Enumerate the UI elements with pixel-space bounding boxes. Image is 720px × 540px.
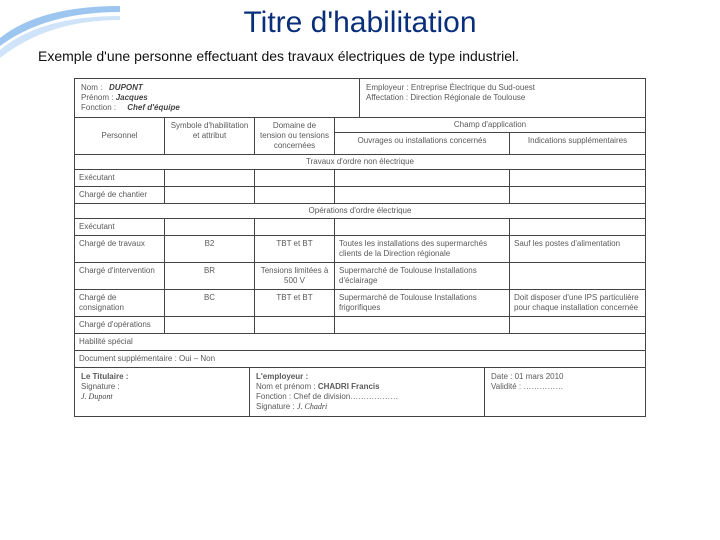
date-label: Date : xyxy=(491,372,512,381)
row-e-charge-intervention: Chargé d'intervention BR Tensions limité… xyxy=(75,263,645,290)
validite-value: …………… xyxy=(523,382,563,391)
document-supplementaire-label: Document supplémentaire : Oui – Non xyxy=(75,351,645,367)
header-symbole: Symbole d'habilitation et attribut xyxy=(165,118,255,154)
cell-symbole xyxy=(165,317,255,333)
row-e-charge-travaux: Chargé de travaux B2 TBT et BT Toutes le… xyxy=(75,236,645,263)
fonction-value: Chef d'équipe xyxy=(127,103,180,112)
nom-prenom-label: Nom et prénom : xyxy=(256,382,316,391)
cell-ouvrages: Toutes les installations des supermarché… xyxy=(335,236,510,262)
affectation-value: Direction Régionale de Toulouse xyxy=(410,93,525,102)
signature-label: Signature : xyxy=(81,382,243,392)
header-champ: Champ d'application xyxy=(335,118,645,133)
nom-label: Nom : xyxy=(81,83,102,92)
employeur-value: Entreprise Électrique du Sud-ouest xyxy=(411,83,535,92)
cell-indications xyxy=(510,187,645,203)
cell-tension: TBT et BT xyxy=(255,236,335,262)
signature-titulaire: Le Titulaire : Signature : J. Dupont xyxy=(75,368,250,416)
cell-tension xyxy=(255,317,335,333)
cell-symbole xyxy=(165,187,255,203)
cell-tension: TBT et BT xyxy=(255,290,335,316)
cell-tension xyxy=(255,219,335,235)
sig-fonction-label: Fonction : xyxy=(256,392,291,401)
cell-label: Exécutant xyxy=(75,170,165,186)
header-tension: Domaine de tension ou tensions concernée… xyxy=(255,118,335,154)
nom-prenom-value: CHADRI Francis xyxy=(318,382,380,391)
identity-left: Nom : DUPONT Prénom : Jacques Fonction :… xyxy=(75,79,360,117)
sig-fonction-value: Chef de division……………… xyxy=(293,392,398,401)
cell-indications: Doit disposer d'une IPS particulière pou… xyxy=(510,290,645,316)
header-row: Personnel Symbole d'habilitation et attr… xyxy=(75,118,645,155)
employeur-head: L'employeur : xyxy=(256,372,308,381)
cell-indications xyxy=(510,170,645,186)
nom-value: DUPONT xyxy=(109,83,143,92)
row-habilite-special: Habilité spécial xyxy=(75,334,645,351)
habilitation-table: Nom : DUPONT Prénom : Jacques Fonction :… xyxy=(74,78,646,417)
row-ne-executant: Exécutant xyxy=(75,170,645,187)
row-document-supplementaire: Document supplémentaire : Oui – Non xyxy=(75,351,645,368)
signature-label: Signature : xyxy=(256,402,295,411)
affectation-label: Affectation : xyxy=(366,93,408,102)
signature-employeur: L'employeur : Nom et prénom : CHADRI Fra… xyxy=(250,368,485,416)
cell-tension xyxy=(255,170,335,186)
cell-indications: Sauf les postes d'alimentation xyxy=(510,236,645,262)
cell-tension: Tensions limitées à 500 V xyxy=(255,263,335,289)
employeur-signature: J. Chadri xyxy=(297,402,327,411)
cell-symbole xyxy=(165,219,255,235)
signature-date: Date : 01 mars 2010 Validité : …………… xyxy=(485,368,645,416)
date-value: 01 mars 2010 xyxy=(515,372,564,381)
band-electrique: Opérations d'ordre électrique xyxy=(75,204,645,219)
cell-indications xyxy=(510,219,645,235)
row-ne-charge-chantier: Chargé de chantier xyxy=(75,187,645,204)
signature-row: Le Titulaire : Signature : J. Dupont L'e… xyxy=(75,368,645,416)
page-subtitle: Exemple d'une personne effectuant des tr… xyxy=(38,48,519,64)
row-e-executant: Exécutant xyxy=(75,219,645,236)
cell-label: Chargé de travaux xyxy=(75,236,165,262)
validite-label: Validité : xyxy=(491,382,521,391)
titulaire-signature: J. Dupont xyxy=(81,392,243,402)
cell-symbole xyxy=(165,170,255,186)
cell-ouvrages xyxy=(335,170,510,186)
cell-indications xyxy=(510,263,645,289)
header-personnel: Personnel xyxy=(75,118,165,154)
titulaire-head: Le Titulaire : xyxy=(81,372,128,381)
cell-symbole: B2 xyxy=(165,236,255,262)
row-e-charge-operations: Chargé d'opérations xyxy=(75,317,645,334)
cell-label: Exécutant xyxy=(75,219,165,235)
cell-ouvrages xyxy=(335,317,510,333)
cell-label: Chargé de chantier xyxy=(75,187,165,203)
band-non-electrique: Travaux d'ordre non électrique xyxy=(75,155,645,170)
cell-ouvrages: Supermarché de Toulouse Installations d'… xyxy=(335,263,510,289)
cell-ouvrages xyxy=(335,187,510,203)
band-non-electrique-label: Travaux d'ordre non électrique xyxy=(75,155,645,169)
cell-symbole: BR xyxy=(165,263,255,289)
identity-right: Employeur : Entreprise Électrique du Sud… xyxy=(360,79,645,117)
fonction-label: Fonction : xyxy=(81,103,116,112)
header-indications: Indications supplémentaires xyxy=(510,133,645,154)
habilite-special-label: Habilité spécial xyxy=(75,334,645,350)
row-e-charge-consignation: Chargé de consignation BC TBT et BT Supe… xyxy=(75,290,645,317)
cell-ouvrages xyxy=(335,219,510,235)
cell-indications xyxy=(510,317,645,333)
page-title: Titre d'habilitation xyxy=(0,6,720,40)
cell-label: Chargé d'opérations xyxy=(75,317,165,333)
prenom-value: Jacques xyxy=(116,93,148,102)
cell-symbole: BC xyxy=(165,290,255,316)
identity-row: Nom : DUPONT Prénom : Jacques Fonction :… xyxy=(75,79,645,118)
cell-ouvrages: Supermarché de Toulouse Installations fr… xyxy=(335,290,510,316)
employeur-label: Employeur : xyxy=(366,83,409,92)
prenom-label: Prénom : xyxy=(81,93,113,102)
cell-label: Chargé d'intervention xyxy=(75,263,165,289)
header-ouvrages: Ouvrages ou installations concernés xyxy=(335,133,510,154)
cell-label: Chargé de consignation xyxy=(75,290,165,316)
band-electrique-label: Opérations d'ordre électrique xyxy=(75,204,645,218)
cell-tension xyxy=(255,187,335,203)
